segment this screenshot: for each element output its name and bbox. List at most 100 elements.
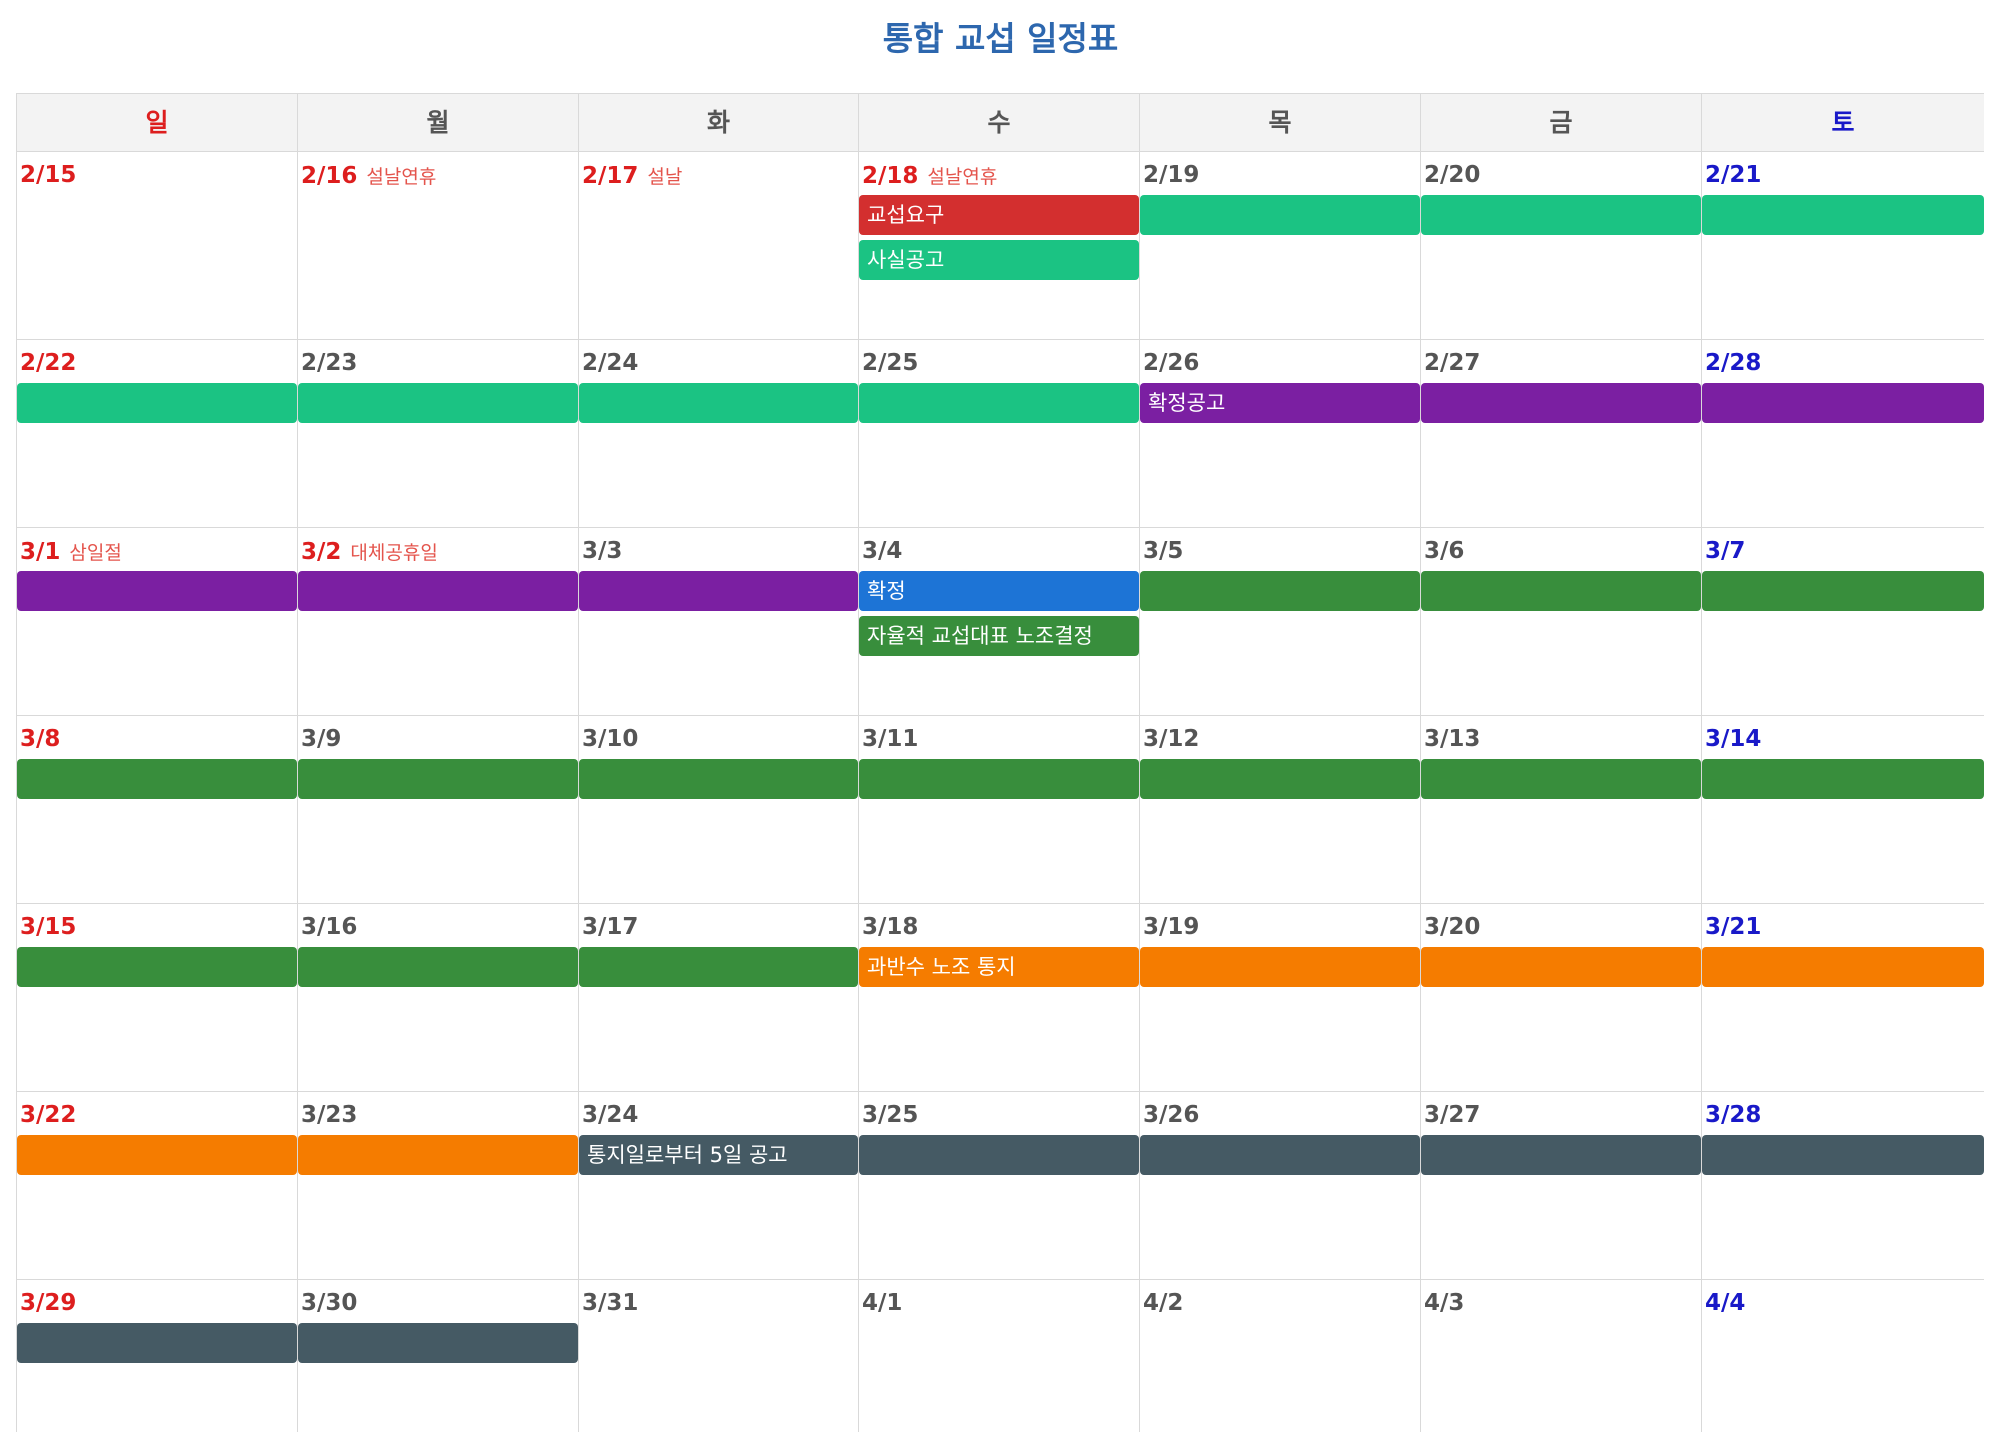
event-bar[interactable]: [1421, 571, 1701, 611]
day-cell[interactable]: 3/6: [1421, 528, 1702, 716]
day-cell[interactable]: 2/25: [859, 340, 1140, 528]
event-bar[interactable]: 교섭요구: [859, 195, 1139, 235]
event-bar[interactable]: [1421, 383, 1701, 423]
day-date: 3/27: [1424, 1102, 1481, 1128]
day-cell[interactable]: 2/15: [17, 152, 298, 340]
day-cell[interactable]: 3/7: [1702, 528, 1984, 716]
event-bar[interactable]: [298, 759, 578, 799]
day-cell[interactable]: 3/19: [1140, 904, 1421, 1092]
day-cell[interactable]: 3/20: [1421, 904, 1702, 1092]
event-bar[interactable]: [298, 383, 578, 423]
event-bar[interactable]: [1421, 759, 1701, 799]
event-bar[interactable]: [17, 759, 297, 799]
day-cell[interactable]: 3/21: [1702, 904, 1984, 1092]
event-bar[interactable]: [1421, 195, 1701, 235]
event-bar[interactable]: [17, 947, 297, 987]
day-cell[interactable]: 3/18 과반수 노조 통지: [859, 904, 1140, 1092]
day-cell[interactable]: 2/28: [1702, 340, 1984, 528]
day-cell[interactable]: 2/17 설날: [579, 152, 859, 340]
event-bar[interactable]: 과반수 노조 통지: [859, 947, 1139, 987]
event-bar[interactable]: [859, 383, 1139, 423]
day-cell[interactable]: 3/5: [1140, 528, 1421, 716]
event-bar[interactable]: [1702, 947, 1984, 987]
day-cell[interactable]: 3/23: [298, 1092, 579, 1280]
event-bar[interactable]: [579, 571, 858, 611]
day-cell[interactable]: 3/2 대체공휴일: [298, 528, 579, 716]
event-bar[interactable]: [1140, 195, 1420, 235]
day-cell[interactable]: 3/25: [859, 1092, 1140, 1280]
event-bar[interactable]: [1421, 947, 1701, 987]
day-cell[interactable]: 3/4 확정 자율적 교섭대표 노조결정: [859, 528, 1140, 716]
day-date: 3/17: [582, 914, 639, 940]
event-bar[interactable]: [1140, 947, 1420, 987]
day-cell[interactable]: 3/30: [298, 1280, 579, 1432]
day-cell[interactable]: 3/9: [298, 716, 579, 904]
day-cell[interactable]: 2/26 확정공고: [1140, 340, 1421, 528]
day-cell[interactable]: 3/1 삼일절: [17, 528, 298, 716]
event-bar[interactable]: [1140, 759, 1420, 799]
day-cell[interactable]: 4/1: [859, 1280, 1140, 1432]
day-cell[interactable]: 2/27: [1421, 340, 1702, 528]
day-cell[interactable]: 4/3: [1421, 1280, 1702, 1432]
day-header: 3/29: [20, 1290, 76, 1316]
event-bar[interactable]: [859, 1135, 1139, 1175]
event-bar[interactable]: [298, 947, 578, 987]
event-bar[interactable]: [1702, 571, 1984, 611]
day-cell[interactable]: 3/17: [579, 904, 859, 1092]
event-bar[interactable]: [17, 1323, 297, 1363]
day-cell[interactable]: 2/24: [579, 340, 859, 528]
event-bar[interactable]: 통지일로부터 5일 공고: [579, 1135, 858, 1175]
event-bar[interactable]: [1702, 1135, 1984, 1175]
event-bar[interactable]: [17, 1135, 297, 1175]
day-cell[interactable]: 3/31: [579, 1280, 859, 1432]
day-cell[interactable]: 3/10: [579, 716, 859, 904]
event-bar[interactable]: [579, 759, 858, 799]
event-bar[interactable]: [298, 1323, 578, 1363]
day-cell[interactable]: 3/13: [1421, 716, 1702, 904]
day-cell[interactable]: 3/15: [17, 904, 298, 1092]
event-bar[interactable]: [298, 1135, 578, 1175]
event-bar[interactable]: 확정: [859, 571, 1139, 611]
day-cell[interactable]: 3/28: [1702, 1092, 1984, 1280]
day-cell[interactable]: 2/22: [17, 340, 298, 528]
day-cell[interactable]: 3/26: [1140, 1092, 1421, 1280]
day-header: 3/18: [862, 914, 918, 940]
event-bar[interactable]: 사실공고: [859, 240, 1139, 280]
day-header: 3/23: [301, 1102, 357, 1128]
day-cell[interactable]: 3/3: [579, 528, 859, 716]
event-bar[interactable]: [859, 759, 1139, 799]
day-cell[interactable]: 3/27: [1421, 1092, 1702, 1280]
day-header: 3/7: [1705, 538, 1745, 564]
day-cell[interactable]: 3/8: [17, 716, 298, 904]
event-bar[interactable]: [1421, 1135, 1701, 1175]
event-bar[interactable]: [298, 571, 578, 611]
day-header: 2/28: [1705, 350, 1761, 376]
event-bar[interactable]: [579, 383, 858, 423]
event-bar[interactable]: [1702, 195, 1984, 235]
day-cell[interactable]: 2/23: [298, 340, 579, 528]
day-cell[interactable]: 2/18 설날연휴 교섭요구 사실공고: [859, 152, 1140, 340]
event-bar[interactable]: [1140, 571, 1420, 611]
day-cell[interactable]: 2/19: [1140, 152, 1421, 340]
day-cell[interactable]: 4/4: [1702, 1280, 1984, 1432]
day-cell[interactable]: 2/16 설날연휴: [298, 152, 579, 340]
event-bar[interactable]: 확정공고: [1140, 383, 1420, 423]
day-cell[interactable]: 3/22: [17, 1092, 298, 1280]
event-bar[interactable]: [1702, 383, 1984, 423]
day-cell[interactable]: 3/29: [17, 1280, 298, 1432]
event-bar[interactable]: [17, 383, 297, 423]
event-bar[interactable]: [1140, 1135, 1420, 1175]
day-cell[interactable]: 3/14: [1702, 716, 1984, 904]
day-cell[interactable]: 2/21: [1702, 152, 1984, 340]
day-cell[interactable]: 3/16: [298, 904, 579, 1092]
event-bar[interactable]: [1702, 759, 1984, 799]
day-date: 2/21: [1705, 162, 1762, 188]
event-bar[interactable]: [579, 947, 858, 987]
day-cell[interactable]: 3/24 통지일로부터 5일 공고: [579, 1092, 859, 1280]
event-bar[interactable]: [17, 571, 297, 611]
day-cell[interactable]: 3/11: [859, 716, 1140, 904]
day-cell[interactable]: 2/20: [1421, 152, 1702, 340]
day-cell[interactable]: 4/2: [1140, 1280, 1421, 1432]
day-cell[interactable]: 3/12: [1140, 716, 1421, 904]
event-bar[interactable]: 자율적 교섭대표 노조결정: [859, 616, 1139, 656]
